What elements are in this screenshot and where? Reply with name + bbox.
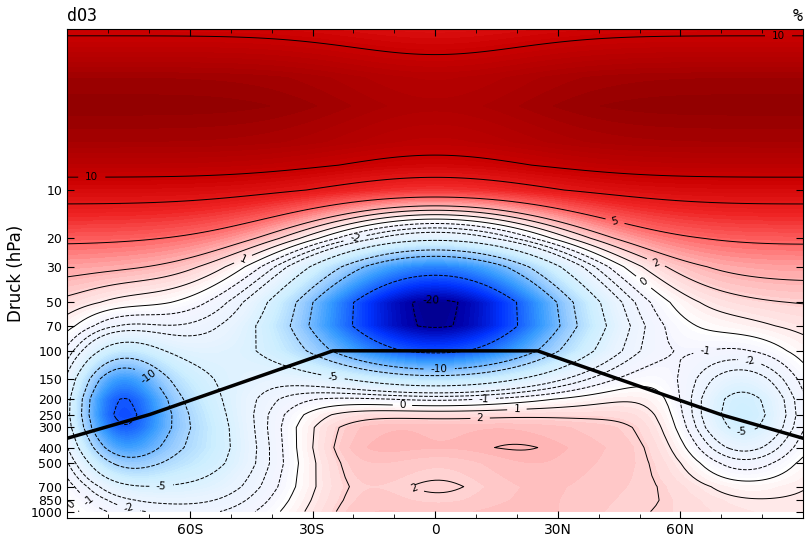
Text: -1: -1 (479, 394, 489, 404)
Text: -10: -10 (139, 367, 159, 385)
Text: -20: -20 (423, 295, 440, 305)
Text: dO3: dO3 (67, 7, 97, 25)
Text: %: % (793, 7, 803, 25)
Text: -2: -2 (744, 355, 756, 367)
Text: 1: 1 (514, 404, 520, 415)
Text: -1: -1 (699, 345, 711, 357)
Text: -10: -10 (431, 364, 448, 374)
Text: 2: 2 (410, 483, 420, 494)
Y-axis label: Druck (hPa): Druck (hPa) (7, 225, 25, 323)
Text: 10: 10 (772, 31, 785, 41)
Text: 0: 0 (399, 400, 406, 410)
Text: 1: 1 (238, 254, 248, 265)
Text: 5: 5 (611, 215, 620, 227)
Text: 10: 10 (85, 172, 98, 182)
Text: -2: -2 (349, 232, 361, 244)
Text: -5: -5 (156, 480, 167, 491)
Text: -5: -5 (736, 426, 748, 437)
Text: 0: 0 (66, 498, 77, 510)
Text: 2: 2 (651, 257, 661, 268)
Text: -5: -5 (327, 371, 339, 383)
Text: 0: 0 (638, 276, 650, 288)
Text: -2: -2 (122, 502, 134, 515)
Text: -1: -1 (82, 493, 96, 508)
Text: 2: 2 (476, 413, 484, 423)
